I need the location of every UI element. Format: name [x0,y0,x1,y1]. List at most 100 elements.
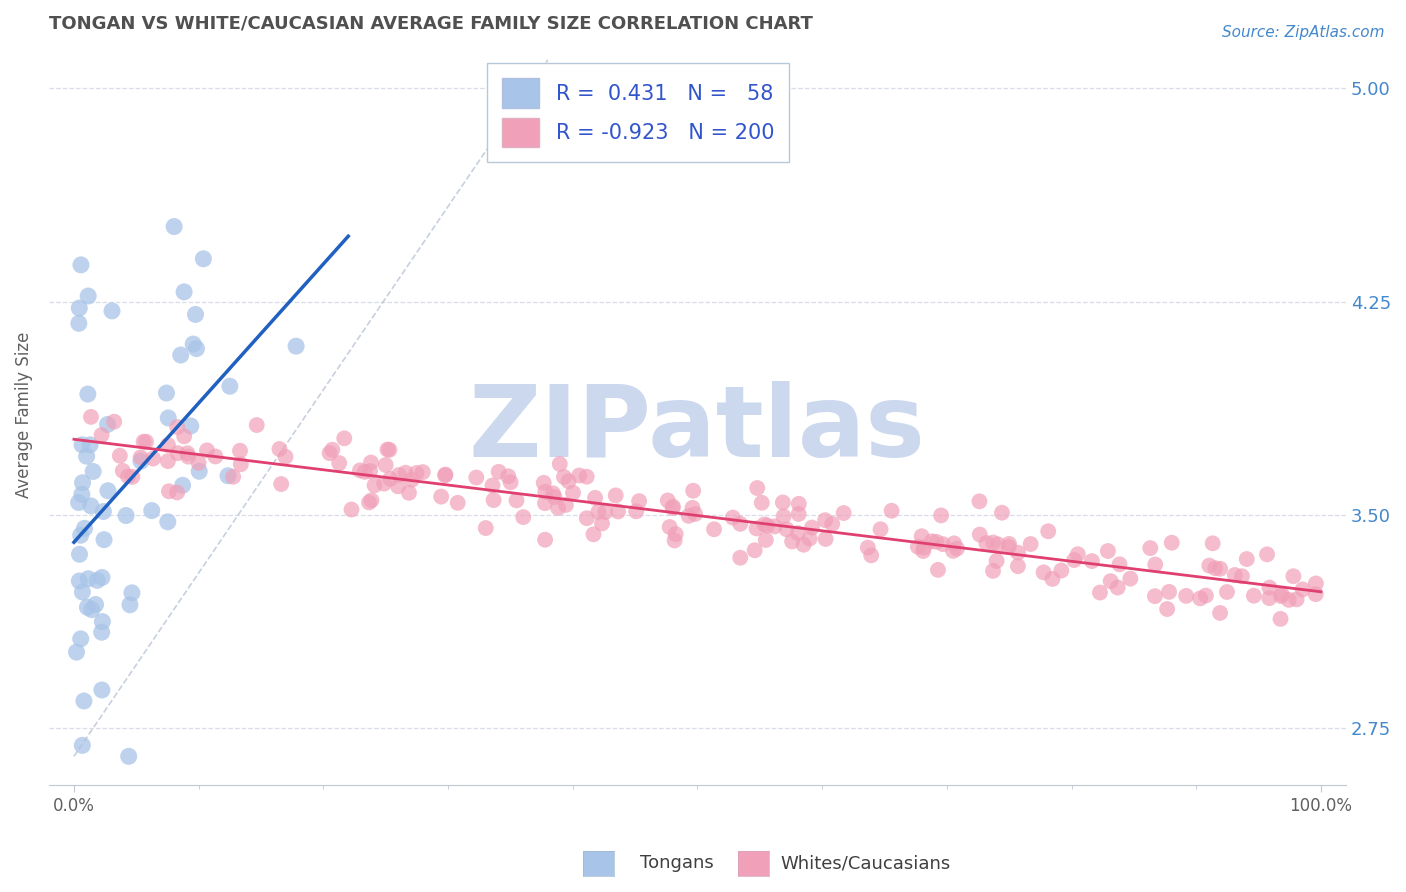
Point [1230,569,1253,583]
Point [932,537,955,551]
Point [925,534,948,549]
Point [801,520,824,534]
Point [1088,585,1111,599]
Point [156,454,179,468]
Point [624,504,647,518]
Point [1019,537,1042,551]
Point [1032,566,1054,580]
Point [728,516,751,531]
Point [1209,562,1232,576]
Point [607,504,630,518]
Point [170,348,193,362]
Point [912,544,935,558]
Point [135,434,157,449]
Point [751,496,773,510]
Point [1007,559,1029,574]
Point [157,411,180,425]
Point [184,308,207,322]
Point [662,500,685,514]
Point [177,450,200,464]
Point [434,467,457,482]
Point [465,470,488,484]
Point [359,464,381,478]
Point [173,285,195,299]
Point [101,304,124,318]
Text: ZIPatlas: ZIPatlas [470,382,927,478]
Point [447,496,470,510]
Point [1063,553,1085,567]
Point [664,533,686,548]
Point [1097,544,1119,558]
Point [1198,558,1220,573]
Point [974,536,997,550]
Point [541,486,564,500]
Point [108,449,131,463]
Point [121,470,143,484]
Point [188,464,211,478]
Point [1236,552,1258,566]
Point [1108,558,1130,572]
Point [860,549,883,563]
Point [763,519,786,533]
Point [270,477,292,491]
Point [582,527,605,541]
Point [780,534,803,549]
Point [575,511,598,525]
Point [1258,591,1281,606]
Point [1144,558,1167,572]
Point [1038,524,1060,539]
Point [340,502,363,516]
Point [246,418,269,433]
Point [77,572,100,586]
Point [363,478,385,492]
Point [1278,593,1301,607]
Point [869,522,891,536]
Point [1282,569,1305,583]
Point [373,476,395,491]
Point [946,541,969,556]
Point [155,386,177,401]
Point [793,538,815,552]
Point [378,442,401,457]
Point [591,516,613,531]
Point [69,632,91,646]
Point [755,533,778,547]
Point [1081,554,1104,568]
Point [880,504,903,518]
Point [1157,585,1180,599]
Point [1204,561,1226,575]
Point [90,683,112,698]
Point [1201,536,1223,550]
Point [195,443,218,458]
Point [65,645,87,659]
Point [193,252,215,266]
Point [588,505,610,519]
Point [70,487,93,501]
Point [67,316,90,330]
Point [1107,581,1129,595]
Point [82,465,104,479]
Point [488,465,510,479]
Point [111,464,134,478]
Point [115,508,138,523]
Point [157,484,180,499]
Point [481,478,503,492]
Point [93,504,115,518]
Point [1195,589,1218,603]
Point [118,749,141,764]
Point [991,506,1014,520]
Point [1209,606,1232,620]
Point [229,443,252,458]
Point [377,442,399,457]
Point [986,554,1008,568]
Point [593,505,616,519]
Point [799,532,821,546]
Point [657,493,679,508]
Point [166,446,188,460]
Point [398,485,420,500]
Point [987,537,1010,551]
Point [142,451,165,466]
Point [942,544,965,558]
Point [730,550,752,565]
Point [187,456,209,470]
